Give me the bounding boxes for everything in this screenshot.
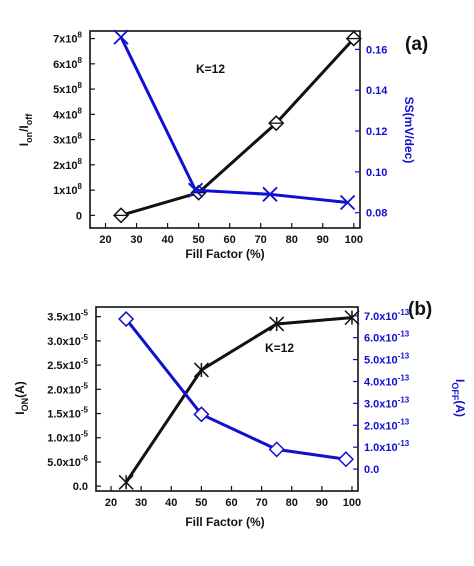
y-left-tick-label-a: 5x108	[53, 81, 82, 96]
y-left-tick-label-a: 7x108	[53, 31, 82, 46]
y-left-tick-label-b: 1.5x10-5	[47, 406, 88, 421]
x-tick-label-a: 80	[286, 234, 298, 246]
annotation-b: K=12	[265, 341, 294, 355]
y-right-tick-label-a: 0.10	[366, 167, 387, 179]
y-left-tick-label-b: 0.0	[73, 481, 88, 493]
data-point-a-2	[113, 29, 129, 45]
plot-frame-b	[95, 306, 359, 492]
chart-panel-a: (a) K=12 Fill Factor (%) Ion/Ioff SS(mV/…	[17, 29, 428, 261]
y-right-tick-label-b: 5.0x10-13	[364, 352, 410, 367]
y-right-tick-label-b: 0.0	[364, 464, 379, 476]
x-axis-label-b: Fill Factor (%)	[185, 515, 264, 529]
data-point-b-1	[118, 474, 134, 490]
data-point-b-1	[269, 316, 285, 332]
x-tick-label-b: 20	[105, 497, 117, 509]
y-left-tick-label-b: 3.5x10-5	[47, 309, 88, 324]
data-point-b-2	[118, 310, 135, 328]
data-point-b-2	[193, 406, 210, 423]
x-tick-label-a: 20	[99, 234, 111, 246]
x-tick-label-a: 70	[255, 234, 267, 246]
annotation-a: K=12	[196, 62, 225, 76]
series-line-b-1	[124, 316, 353, 484]
data-point-a-2	[339, 194, 356, 211]
panel-label-b: (b)	[408, 299, 432, 320]
series-line-a-1	[120, 37, 355, 217]
y-left-tick-label-a: 2x108	[53, 157, 82, 172]
x-tick-label-a: 30	[130, 234, 142, 246]
x-tick-label-b: 100	[343, 497, 361, 509]
y-left-tick-label-b: 3.0x10-5	[47, 333, 88, 348]
y-right-tick-label-b: 6.0x10-13	[364, 330, 410, 345]
y-right-tick-label-b: 7.0x10-13	[364, 308, 410, 323]
x-tick-label-b: 40	[165, 497, 177, 509]
series-line-a-2	[119, 36, 348, 204]
y-left-tick-label-a: 0	[76, 210, 82, 222]
y-left-tick-label-b: 2.0x10-5	[47, 381, 88, 396]
y-left-tick-label-a: 3x108	[53, 132, 82, 147]
y-right-tick-label-a: 0.16	[366, 44, 387, 56]
series-line-b-2	[124, 318, 347, 461]
data-point-b-1	[193, 362, 209, 378]
y-right-tick-label-b: 4.0x10-13	[364, 373, 410, 388]
y-right-tick-label-a: 0.12	[366, 126, 387, 138]
y-axis-label-left-b: ION(A)	[13, 381, 30, 415]
y-axis-label-left-a: Ion/Ioff	[17, 113, 34, 147]
data-point-a-2	[262, 186, 278, 202]
data-point-b-2	[268, 441, 285, 458]
y-left-tick-label-a: 1x108	[53, 182, 82, 197]
plot-frame-a	[89, 30, 361, 229]
x-tick-label-a: 90	[317, 234, 329, 246]
x-axis-label-a: Fill Factor (%)	[185, 247, 264, 261]
y-right-tick-label-a: 0.14	[366, 85, 388, 97]
y-right-tick-label-b: 2.0x10-13	[364, 417, 410, 432]
x-tick-label-a: 60	[224, 234, 236, 246]
y-right-tick-label-a: 0.08	[366, 208, 387, 220]
y-left-tick-label-b: 5.0x10-6	[47, 454, 88, 469]
panel-label-a: (a)	[405, 34, 428, 55]
chart-panel-b: (b) K=12 Fill Factor (%) ION(A) IOFF(A) …	[13, 299, 467, 529]
x-tick-label-b: 50	[195, 497, 207, 509]
x-tick-label-b: 60	[225, 497, 237, 509]
x-tick-label-a: 100	[345, 234, 363, 246]
data-point-a-2	[187, 182, 204, 198]
x-tick-label-b: 80	[286, 497, 298, 509]
y-axis-label-right-a: SS(mV/dec)	[402, 97, 416, 164]
y-left-tick-label-b: 2.5x10-5	[47, 357, 88, 372]
y-left-tick-label-a: 6x108	[53, 56, 82, 71]
y-left-tick-label-a: 4x108	[53, 106, 82, 121]
x-tick-label-b: 90	[316, 497, 328, 509]
x-tick-label-b: 30	[135, 497, 147, 509]
x-tick-label-a: 50	[192, 234, 204, 246]
y-left-tick-label-b: 1.0x10-5	[47, 430, 88, 445]
data-point-b-1	[344, 310, 360, 326]
y-right-tick-label-b: 1.0x10-13	[364, 439, 410, 454]
y-axis-label-right-b: IOFF(A)	[450, 379, 467, 417]
y-right-tick-label-b: 3.0x10-13	[364, 395, 410, 410]
x-tick-label-b: 70	[256, 497, 268, 509]
data-point-b-2	[337, 451, 355, 468]
x-tick-label-a: 40	[161, 234, 173, 246]
